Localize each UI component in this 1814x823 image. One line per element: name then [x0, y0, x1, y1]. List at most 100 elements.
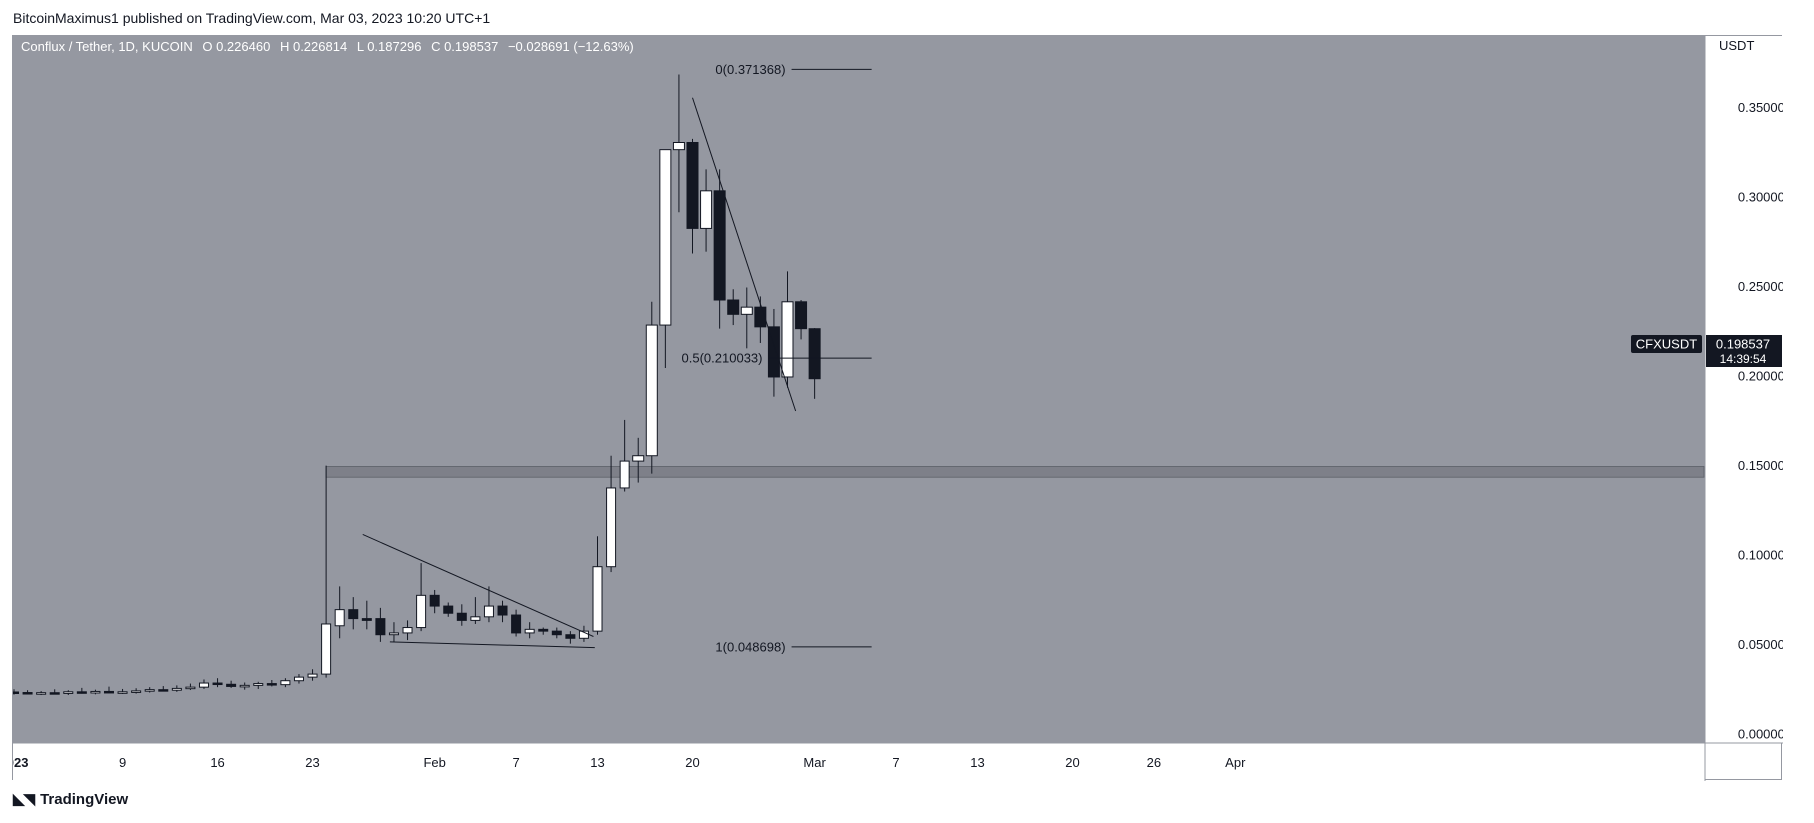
candle: [144, 687, 155, 693]
candle: [63, 690, 74, 696]
candle: [321, 465, 332, 678]
candles-layer: [13, 74, 821, 696]
candle-body: [754, 306, 767, 328]
candle: [307, 669, 318, 681]
tradingview-footer[interactable]: ◣◥ TradingView: [13, 790, 129, 809]
close-label: C: [431, 39, 440, 54]
price-axis[interactable]: [1705, 36, 1783, 743]
low-label: L: [357, 39, 364, 54]
candle-body: [713, 190, 726, 301]
candle: [117, 688, 128, 694]
candle: [22, 690, 33, 695]
candle-body: [171, 687, 182, 691]
candle: [470, 597, 481, 624]
x-tick-label: 13: [970, 755, 984, 770]
candle: [429, 589, 440, 614]
candle-body: [686, 141, 699, 229]
candle-body: [144, 689, 155, 692]
candle: [239, 682, 250, 690]
candle-body: [239, 684, 250, 688]
candle: [456, 604, 467, 626]
candle-body: [511, 614, 522, 634]
candle: [672, 74, 685, 213]
candle-body: [565, 634, 576, 639]
candle-body: [22, 692, 33, 695]
price-badge-countdown: 14:39:54: [1720, 352, 1767, 366]
candle-body: [524, 628, 535, 634]
candle: [443, 602, 454, 617]
candle-body: [497, 605, 508, 616]
candle: [686, 138, 699, 254]
candle: [416, 563, 427, 632]
candle-body: [375, 618, 386, 636]
candle: [158, 686, 169, 692]
fib-retracement-layer: 0(0.371368) 0.5(0.210033) 1(0.048698): [682, 62, 872, 654]
candle: [713, 169, 726, 329]
candle: [76, 687, 87, 694]
candle: [740, 287, 753, 349]
candle: [497, 600, 508, 623]
tradingview-brand-text: TradingView: [40, 790, 129, 808]
candle: [606, 455, 617, 573]
candle-body: [253, 683, 264, 686]
candle-body: [672, 141, 685, 151]
candle: [13, 689, 19, 695]
candlestick-chart[interactable]: 0(0.371368) 0.5(0.210033) 1(0.048698) 0.35…: [13, 36, 1783, 781]
candle: [551, 627, 562, 639]
candle-body: [538, 628, 549, 632]
legend: Conflux / Tether, 1D, KUCOIN O 0.226460 …: [21, 39, 634, 54]
candle-body: [103, 690, 114, 694]
candle: [388, 622, 399, 642]
x-tick-label: 7: [512, 755, 519, 770]
candle: [511, 609, 522, 637]
high-label: H: [280, 39, 289, 54]
x-tick-label: 23: [305, 755, 319, 770]
candle-body: [348, 609, 359, 620]
candle-body: [402, 627, 413, 634]
symbol-badge: [1631, 335, 1702, 353]
candle-body: [307, 673, 318, 678]
x-tick-label: 9: [119, 755, 126, 770]
candle-body: [619, 460, 630, 489]
open-value: 0.226460: [216, 39, 270, 54]
candle-body: [76, 691, 87, 694]
x-tick-label: 2023: [13, 755, 28, 770]
candle-body: [551, 630, 562, 636]
x-tick-label: 20: [1065, 755, 1079, 770]
candle: [781, 271, 794, 388]
candle: [90, 689, 101, 695]
candle: [524, 622, 535, 639]
chart-frame[interactable]: 0(0.371368) 0.5(0.210033) 1(0.048698) 0.35…: [12, 35, 1783, 781]
x-tick-label: 26: [1147, 755, 1161, 770]
open-label: O: [202, 39, 212, 54]
support-band-layer: [325, 466, 1705, 478]
candle: [348, 597, 359, 630]
candle-body: [158, 689, 169, 692]
candle-body: [727, 299, 740, 315]
candle-body: [321, 623, 332, 675]
trendline: [389, 641, 595, 649]
candle: [565, 631, 576, 644]
tradingview-logo-icon: ◣◥: [13, 791, 35, 808]
x-tick-label: 7: [892, 755, 899, 770]
candle-body: [131, 690, 142, 693]
candle: [632, 437, 645, 483]
candle: [645, 301, 658, 474]
last-price-label[interactable]: CFXUSDT 0.198537 14:39:54: [1631, 335, 1782, 367]
candle: [592, 536, 603, 635]
candle: [619, 419, 630, 492]
candle-body: [740, 306, 753, 315]
candle: [538, 627, 549, 635]
candle-body: [117, 691, 128, 694]
candle-body: [280, 680, 291, 686]
candle: [293, 674, 304, 684]
candle: [808, 328, 821, 399]
candle: [226, 680, 237, 688]
chart-pane[interactable]: [13, 36, 1705, 743]
y-tick-label: 0.000000: [1738, 727, 1783, 742]
time-axis[interactable]: [13, 743, 1705, 781]
candle-body: [592, 566, 603, 632]
